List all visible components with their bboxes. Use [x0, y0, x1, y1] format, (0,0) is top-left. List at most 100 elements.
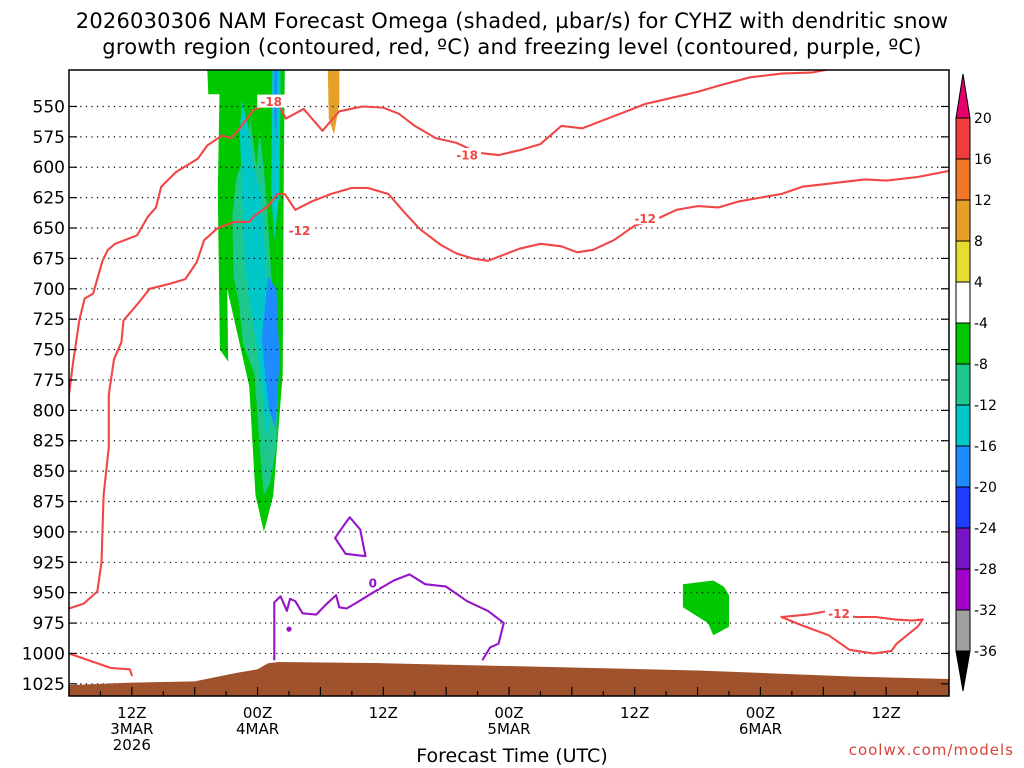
x-tick-label-42-2: 5MAR [487, 720, 530, 738]
contour-freezing [371, 573, 505, 661]
x-tick-label-6-3: 2026 [113, 736, 151, 754]
colorbar-over-arrow [955, 73, 971, 119]
x-tick-label-6-2: 3MAR [110, 720, 153, 738]
colorbar-bin-9 [955, 486, 971, 529]
colorbar-bin-8 [955, 445, 971, 488]
colorbar-label-6: -8 [974, 357, 988, 373]
y-tick-label-975: 975 [33, 614, 65, 634]
colorbar-label-4: 4 [974, 275, 983, 291]
colorbar-bin-6 [955, 363, 971, 406]
omega-neg-4-small-top [207, 70, 228, 95]
contour-minus12 [69, 134, 224, 447]
x-tick-label-54-1: 12Z [620, 704, 649, 722]
x-tick-label-78-1: 12Z [871, 704, 900, 722]
title-line-2: growth region (contoured, red, ºC) and f… [102, 35, 922, 59]
label-minus12-c-group: -12 [825, 606, 853, 621]
x-tick-label-18-1: 00Z [243, 704, 272, 722]
label-minus18-a: -18 [260, 95, 282, 109]
site-credit[interactable]: coolwx.com/models [848, 741, 1014, 759]
contour-freezing-loop [334, 516, 367, 558]
colorbar-label-8: -16 [974, 439, 997, 455]
y-tick-label-850: 850 [33, 462, 65, 482]
freezing-point-marker [286, 626, 292, 632]
label-minus18-b-group: -18 [453, 148, 482, 163]
omega-pos-4-after-core [307, 70, 346, 289]
contour-freezing-west [273, 591, 374, 661]
colorbar-label-2: 12 [974, 193, 992, 209]
terrain-fill [69, 662, 949, 696]
colorbar-bin-2 [955, 199, 971, 242]
label-minus12-c-bg [825, 606, 853, 620]
omega-shading [69, 70, 729, 636]
colorbar-label-13: -36 [974, 644, 997, 660]
y-tick-label-825: 825 [33, 432, 65, 452]
colorbar-bin-12 [955, 609, 971, 652]
x-tick-label-42-1: 00Z [494, 704, 523, 722]
colorbar-label-11: -28 [974, 562, 997, 578]
label-minus12-a-group: -12 [285, 223, 314, 238]
omega-pos-4-low-1 [322, 440, 347, 569]
label-freezing-group: 0 [366, 575, 379, 590]
colorbar-bin-5 [955, 322, 971, 365]
y-tick-label-875: 875 [33, 493, 65, 513]
colorbar-label-1: 16 [974, 152, 992, 168]
y-tick-label-800: 800 [33, 401, 65, 421]
label-minus18-b-bg [453, 148, 482, 162]
x-tick-label-66-2: 6MAR [739, 720, 782, 738]
label-minus18-a-bg [257, 94, 286, 108]
plot-frame [68, 69, 950, 697]
y-tick-label-600: 600 [33, 158, 65, 178]
colorbar: 20 16 12 8 4 -4 -8 -12 -16 -20 -24 -28 -32 -36 [955, 73, 997, 692]
y-tick-label-625: 625 [33, 189, 65, 209]
colorbar-bin-7 [955, 404, 971, 447]
label-minus18-a-group: -18 [257, 94, 286, 109]
y-tick-label-675: 675 [33, 249, 65, 269]
omega-neg-16-core [261, 276, 280, 429]
label-freezing: 0 [369, 576, 377, 590]
label-freezing-bg [366, 575, 379, 589]
x-tick-label-6-1: 12Z [117, 704, 146, 722]
colorbar-bin-1 [955, 158, 971, 201]
contour-minus12-upper-b [294, 169, 949, 262]
colorbar-label-9: -20 [974, 480, 997, 496]
y-tick-label-1025: 1025 [22, 675, 65, 695]
terrain-surface [69, 662, 949, 696]
colorbar-bin-10 [955, 527, 971, 570]
y-tick-label-575: 575 [33, 128, 65, 148]
x-tick-label-18-2: 4MAR [236, 720, 279, 738]
y-tick-label-1000: 1000 [22, 644, 65, 664]
label-minus12-b-group: -12 [631, 211, 660, 226]
contour-minus12-lower [69, 192, 297, 610]
colorbar-bin-4 [955, 281, 971, 324]
contour-minus12-lower-left [69, 652, 133, 677]
y-tick-label-925: 925 [33, 553, 65, 573]
colorbar-under-arrow [955, 650, 971, 692]
omega-pos-4-low-early [197, 468, 224, 524]
temperature-contours [69, 70, 949, 677]
label-minus12-a-bg [285, 223, 314, 237]
label-minus12-c: -12 [828, 607, 850, 621]
x-tick-label-66-1: 00Z [746, 704, 775, 722]
y-tick-label-650: 650 [33, 219, 65, 239]
y-tick-label-950: 950 [33, 584, 65, 604]
omega-neg-4-late [682, 580, 729, 636]
colorbar-label-10: -24 [974, 521, 997, 537]
y-tick-label-700: 700 [33, 280, 65, 300]
chart-title: 2026030306 NAM Forecast Omega (shaded, µ… [0, 8, 1024, 60]
colorbar-label-7: -12 [974, 398, 997, 414]
omega-pos-4-low-2 [414, 479, 455, 617]
x-tick-label-30-1: 12Z [369, 704, 398, 722]
y-tick-label-900: 900 [33, 523, 65, 543]
y-tick-label-775: 775 [33, 371, 65, 391]
label-minus12-b: -12 [634, 212, 656, 226]
y-tick-label-550: 550 [33, 97, 65, 117]
colorbar-bin-3 [955, 240, 971, 283]
label-minus18-b: -18 [456, 149, 478, 163]
y-axis: 550 575 600 625 650 675 700 725 750 775 800 825 850 8… [22, 97, 949, 695]
contour-minus18 [220, 70, 831, 157]
x-axis-title: Forecast Time (UTC) [416, 745, 608, 767]
colorbar-label-3: 8 [974, 234, 983, 250]
y-tick-label-725: 725 [33, 310, 65, 330]
